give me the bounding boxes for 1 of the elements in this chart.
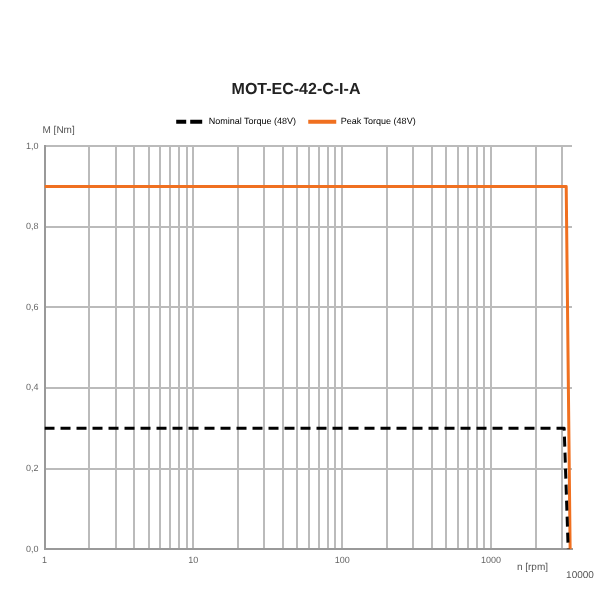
chart-title: MOT-EC-42-C-I-A xyxy=(231,80,361,99)
